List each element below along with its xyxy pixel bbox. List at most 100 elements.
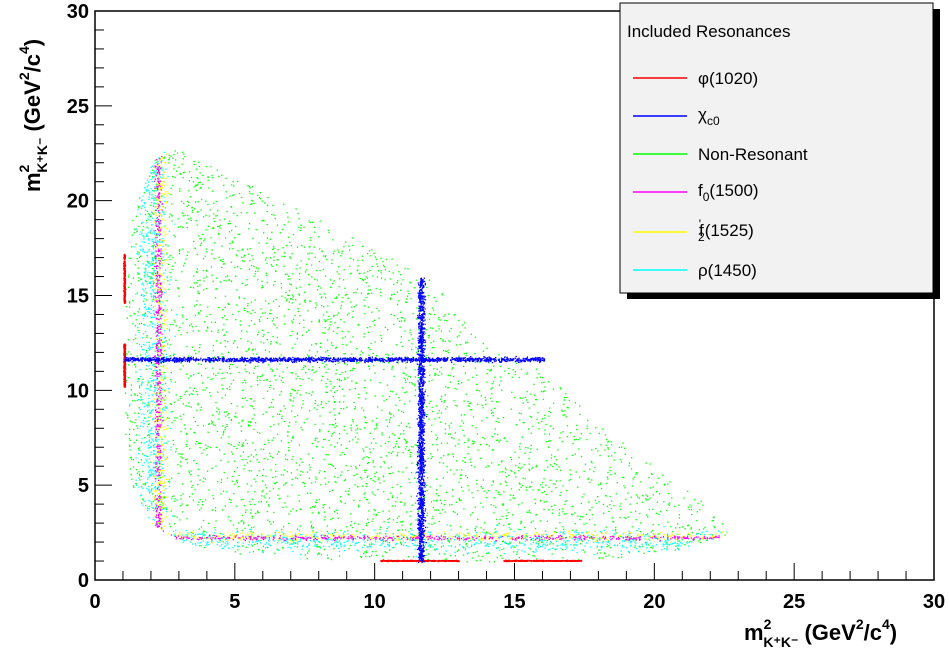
rho1450-point [251,534,253,536]
non-resonant-point [130,389,132,391]
non-resonant-point [453,438,455,440]
non-resonant-point [350,424,352,426]
non-resonant-point [299,267,301,269]
rho1450-point [597,542,600,544]
non-resonant-point [440,546,443,548]
rho1450-point [320,547,322,549]
non-resonant-point [318,320,320,322]
non-resonant-point [224,218,226,220]
non-resonant-point [610,441,612,443]
non-resonant-point [298,494,300,496]
rho1450-point [364,541,366,543]
non-resonant-point [587,478,589,480]
rho1450-point [155,170,158,172]
non-resonant-point [315,478,317,480]
non-resonant-point [266,204,269,207]
non-resonant-point [207,176,210,178]
non-resonant-point [205,200,207,202]
rho1450-point [667,539,670,541]
non-resonant-point [490,388,492,390]
non-resonant-point [318,513,320,515]
non-resonant-point [459,331,461,333]
non-resonant-point [288,290,291,292]
non-resonant-point [523,526,526,529]
non-resonant-point [615,526,617,529]
non-resonant-point [277,451,280,453]
non-resonant-point [212,414,214,416]
non-resonant-point [199,181,201,184]
non-resonant-point [652,486,654,488]
non-resonant-point [312,540,315,542]
non-resonant-point [163,372,165,374]
non-resonant-point [374,472,376,475]
non-resonant-point [375,355,378,357]
non-resonant-point [300,260,302,262]
non-resonant-point [407,450,409,452]
non-resonant-point [364,496,366,499]
non-resonant-point [136,231,138,233]
non-resonant-point [655,551,657,553]
rho1450-point [144,344,146,346]
rho1450-point [153,268,155,270]
non-resonant-point [287,308,290,311]
non-resonant-point [442,294,444,296]
non-resonant-point [316,445,318,448]
non-resonant-point [398,437,400,439]
non-resonant-point [291,388,293,390]
non-resonant-point [400,492,402,494]
non-resonant-point [484,438,486,440]
rho1450-point [336,542,339,544]
non-resonant-point [296,337,298,340]
rho1450-point [535,548,537,550]
non-resonant-point [131,478,133,480]
non-resonant-point [330,518,332,521]
non-resonant-point [309,239,312,241]
rho1450-point [489,543,491,545]
non-resonant-point [668,504,670,506]
non-resonant-point [261,287,263,289]
non-resonant-point [633,476,635,478]
non-resonant-point [285,300,287,302]
non-resonant-point [295,373,297,375]
non-resonant-point [184,262,186,264]
rho1450-point [242,542,244,544]
non-resonant-point [314,231,316,233]
non-resonant-point [179,395,182,398]
non-resonant-point [291,253,293,255]
non-resonant-point [198,161,200,163]
rho1450-point [147,447,150,449]
rho1450-point [162,241,164,243]
rho1450-point [164,269,167,271]
rho1450-point [152,248,155,250]
non-resonant-point [345,465,347,467]
rho1450-point [145,233,147,235]
non-resonant-point [203,280,205,282]
non-resonant-point [684,544,686,546]
non-resonant-point [314,402,316,405]
rho1450-point [155,187,157,189]
non-resonant-point [687,525,689,527]
rho1450-point [137,272,139,274]
non-resonant-point [245,511,247,513]
non-resonant-point [302,403,304,405]
non-resonant-point [313,371,315,374]
non-resonant-point [548,486,550,488]
rho1450-point [601,547,603,549]
non-resonant-point [291,410,293,412]
non-resonant-point [550,411,552,414]
non-resonant-point [375,442,377,444]
non-resonant-point [693,538,695,541]
non-resonant-point [211,174,213,177]
non-resonant-point [175,451,177,453]
non-resonant-point [146,210,149,213]
non-resonant-point [438,553,441,555]
non-resonant-point [449,433,452,435]
non-resonant-point [323,332,326,334]
non-resonant-point [337,312,340,314]
non-resonant-point [241,330,243,332]
non-resonant-point [309,469,311,471]
rho1450-point [580,539,583,541]
rho1450-point [462,537,464,539]
non-resonant-point [405,439,407,442]
non-resonant-point [525,535,527,537]
